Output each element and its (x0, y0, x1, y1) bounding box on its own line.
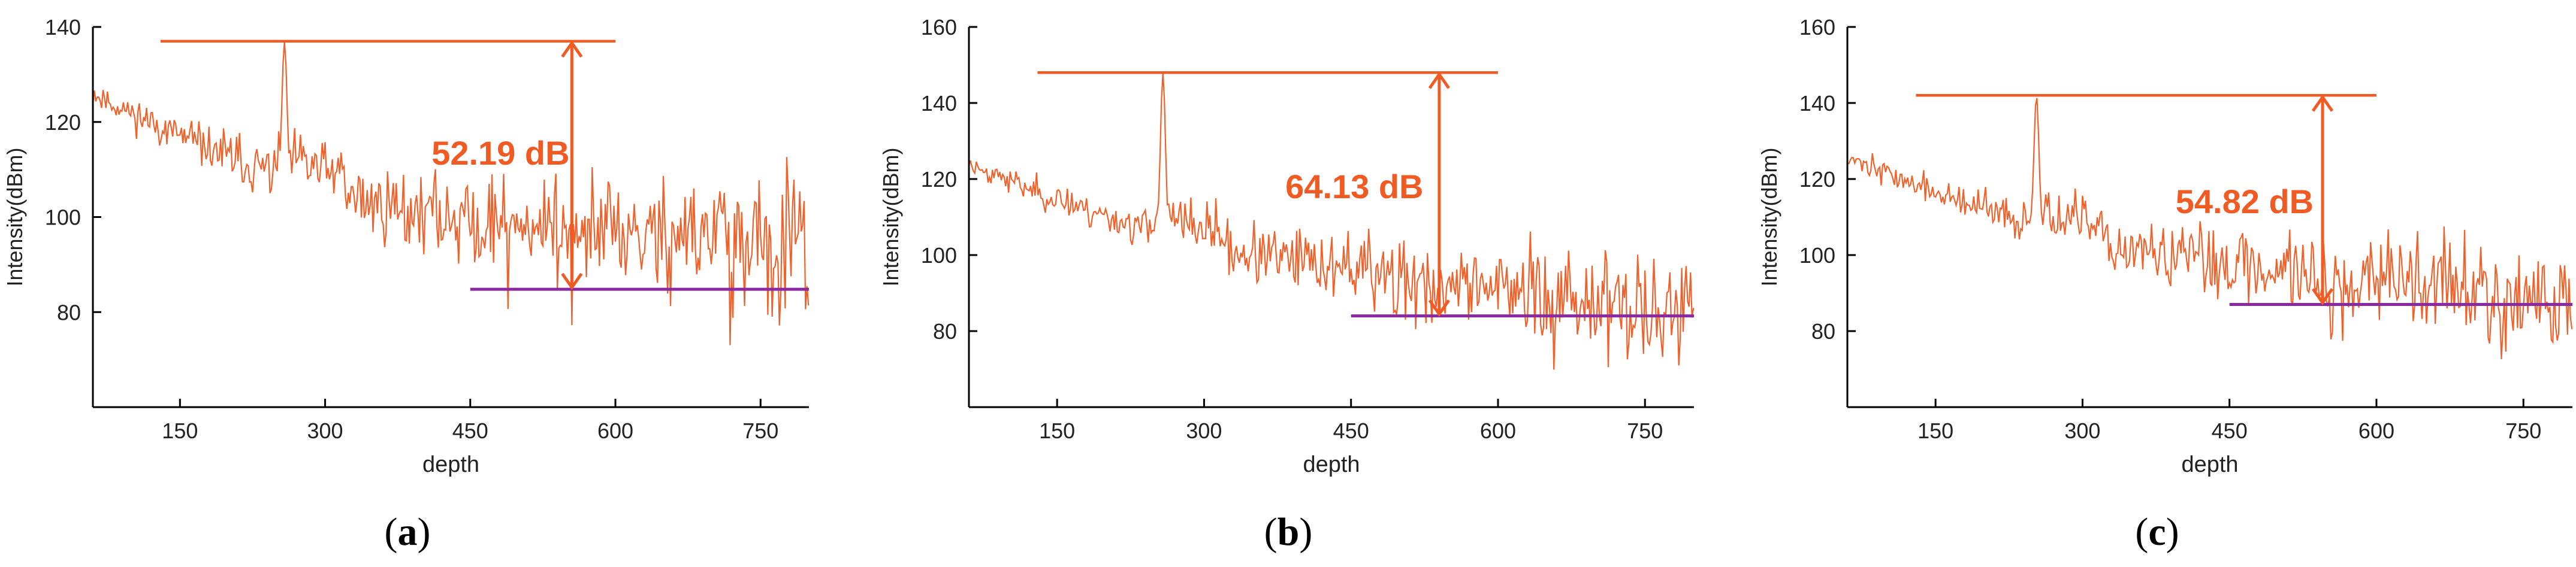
y-tick-label: 140 (1799, 91, 1835, 116)
chart-panel-c: 54.82 dB 80 100 120 140 160 150 300 450 600 750 dep… (1757, 15, 2573, 554)
x-tick-label: 150 (162, 419, 198, 443)
snr-arrow-head-top (561, 40, 583, 58)
x-tick-label: 300 (307, 419, 343, 443)
y-tick-label: 120 (1799, 167, 1835, 192)
y-tick-label: 120 (921, 167, 957, 192)
x-tick-label: 300 (2064, 419, 2100, 443)
y-tick-label: 80 (1811, 319, 1835, 344)
snr-arrow-head-top (1428, 71, 1450, 89)
x-tick-label: 450 (452, 419, 488, 443)
x-tick-label: 600 (597, 419, 633, 443)
x-tick-label: 450 (2212, 419, 2248, 443)
y-axis-label: Intensity(dBm) (1757, 147, 1781, 286)
signal-line (1847, 98, 2573, 360)
snr-arrow-head-top (2311, 94, 2334, 112)
panel-caption: (c) (2135, 510, 2179, 554)
chart-panel-a: 52.19 dB 80 100 120 140 150 300 450 600 750 depth I… (2, 15, 810, 554)
x-tick-label: 750 (742, 419, 778, 443)
snr-arrow-head-bottom (561, 272, 583, 290)
x-tick-label: 150 (1917, 419, 1953, 443)
y-tick-label: 100 (921, 243, 957, 268)
x-tick-label: 750 (2505, 419, 2541, 443)
x-axis-label: depth (2181, 452, 2238, 477)
x-tick-label: 300 (1186, 419, 1222, 443)
signal-line (968, 72, 1695, 370)
x-tick-label: 750 (1627, 419, 1663, 443)
y-tick-label: 140 (921, 91, 957, 116)
signal-line (92, 41, 810, 345)
x-tick-label: 450 (1333, 419, 1369, 443)
x-tick-label: 150 (1039, 419, 1075, 443)
x-tick-label: 600 (2358, 419, 2394, 443)
panel-caption: (a) (385, 510, 431, 554)
snr-value-label: 52.19 dB (431, 134, 569, 172)
snr-value-label: 54.82 dB (2176, 183, 2314, 220)
x-axis-label: depth (1303, 452, 1360, 477)
snr-value-label: 64.13 dB (1285, 168, 1423, 205)
y-tick-label: 160 (921, 15, 957, 40)
x-axis-label: depth (422, 452, 479, 477)
panel-caption: (b) (1264, 510, 1313, 554)
y-tick-label: 100 (45, 205, 81, 230)
y-tick-label: 80 (933, 319, 957, 344)
y-tick-label: 160 (1799, 15, 1835, 40)
y-tick-label: 140 (45, 15, 81, 40)
snr-arrow-head-bottom (2311, 288, 2334, 305)
y-tick-label: 120 (45, 110, 81, 135)
y-axis-label: Intensity(dBm) (878, 147, 903, 286)
snr-arrow-head-bottom (1428, 299, 1450, 317)
y-tick-label: 100 (1799, 243, 1835, 268)
y-axis-label: Intensity(dBm) (2, 147, 27, 286)
x-tick-label: 600 (1480, 419, 1516, 443)
y-tick-label: 80 (57, 300, 81, 325)
chart-panel-b: 64.13 dB 80 100 120 140 160 150 300 450 600 750 dep… (878, 15, 1695, 554)
